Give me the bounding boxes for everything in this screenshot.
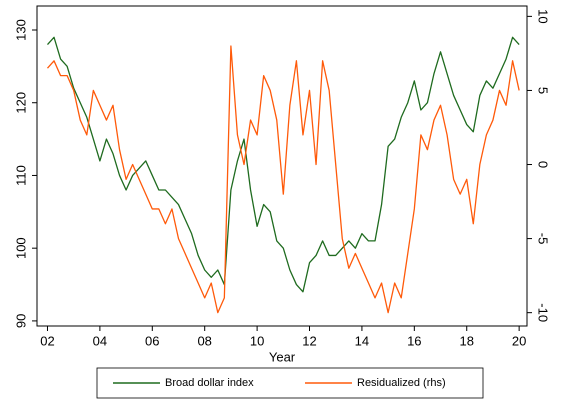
y-tick-label: 130 <box>13 19 28 41</box>
y-tick-label: 120 <box>13 92 28 114</box>
x-tick-label: 18 <box>459 333 473 348</box>
x-tick-label: 04 <box>93 333 107 348</box>
x-axis-label: Year <box>269 349 296 364</box>
y-tick-label: 110 <box>13 165 28 186</box>
y2-tick-label: -10 <box>536 303 551 322</box>
y-tick-label: 100 <box>13 237 28 259</box>
legend: Broad dollar index Residualized (rhs) <box>96 367 484 399</box>
x-tick-label: 10 <box>250 333 264 348</box>
x-tick-label: 06 <box>145 333 159 348</box>
plot-frame <box>36 5 528 327</box>
legend-frame <box>96 367 484 399</box>
legend-label: Broad dollar index <box>165 377 254 389</box>
y2-tick-label: 0 <box>536 161 551 168</box>
series-line <box>46 45 520 314</box>
y2-tick-label: -5 <box>536 233 551 245</box>
x-tick-label: 08 <box>197 333 211 348</box>
x-tick-label: 14 <box>355 333 369 348</box>
legend-label: Residualized (rhs) <box>357 377 446 389</box>
x-tick-label: 12 <box>302 333 316 348</box>
y2-tick-label: 5 <box>536 87 551 94</box>
series-line <box>46 36 520 293</box>
x-tick-label: 02 <box>40 333 54 348</box>
y-tick-label: 90 <box>13 314 28 328</box>
x-tick-label: 16 <box>407 333 421 348</box>
y2-tick-label: 10 <box>536 9 551 23</box>
x-tick-label: 20 <box>512 333 526 348</box>
